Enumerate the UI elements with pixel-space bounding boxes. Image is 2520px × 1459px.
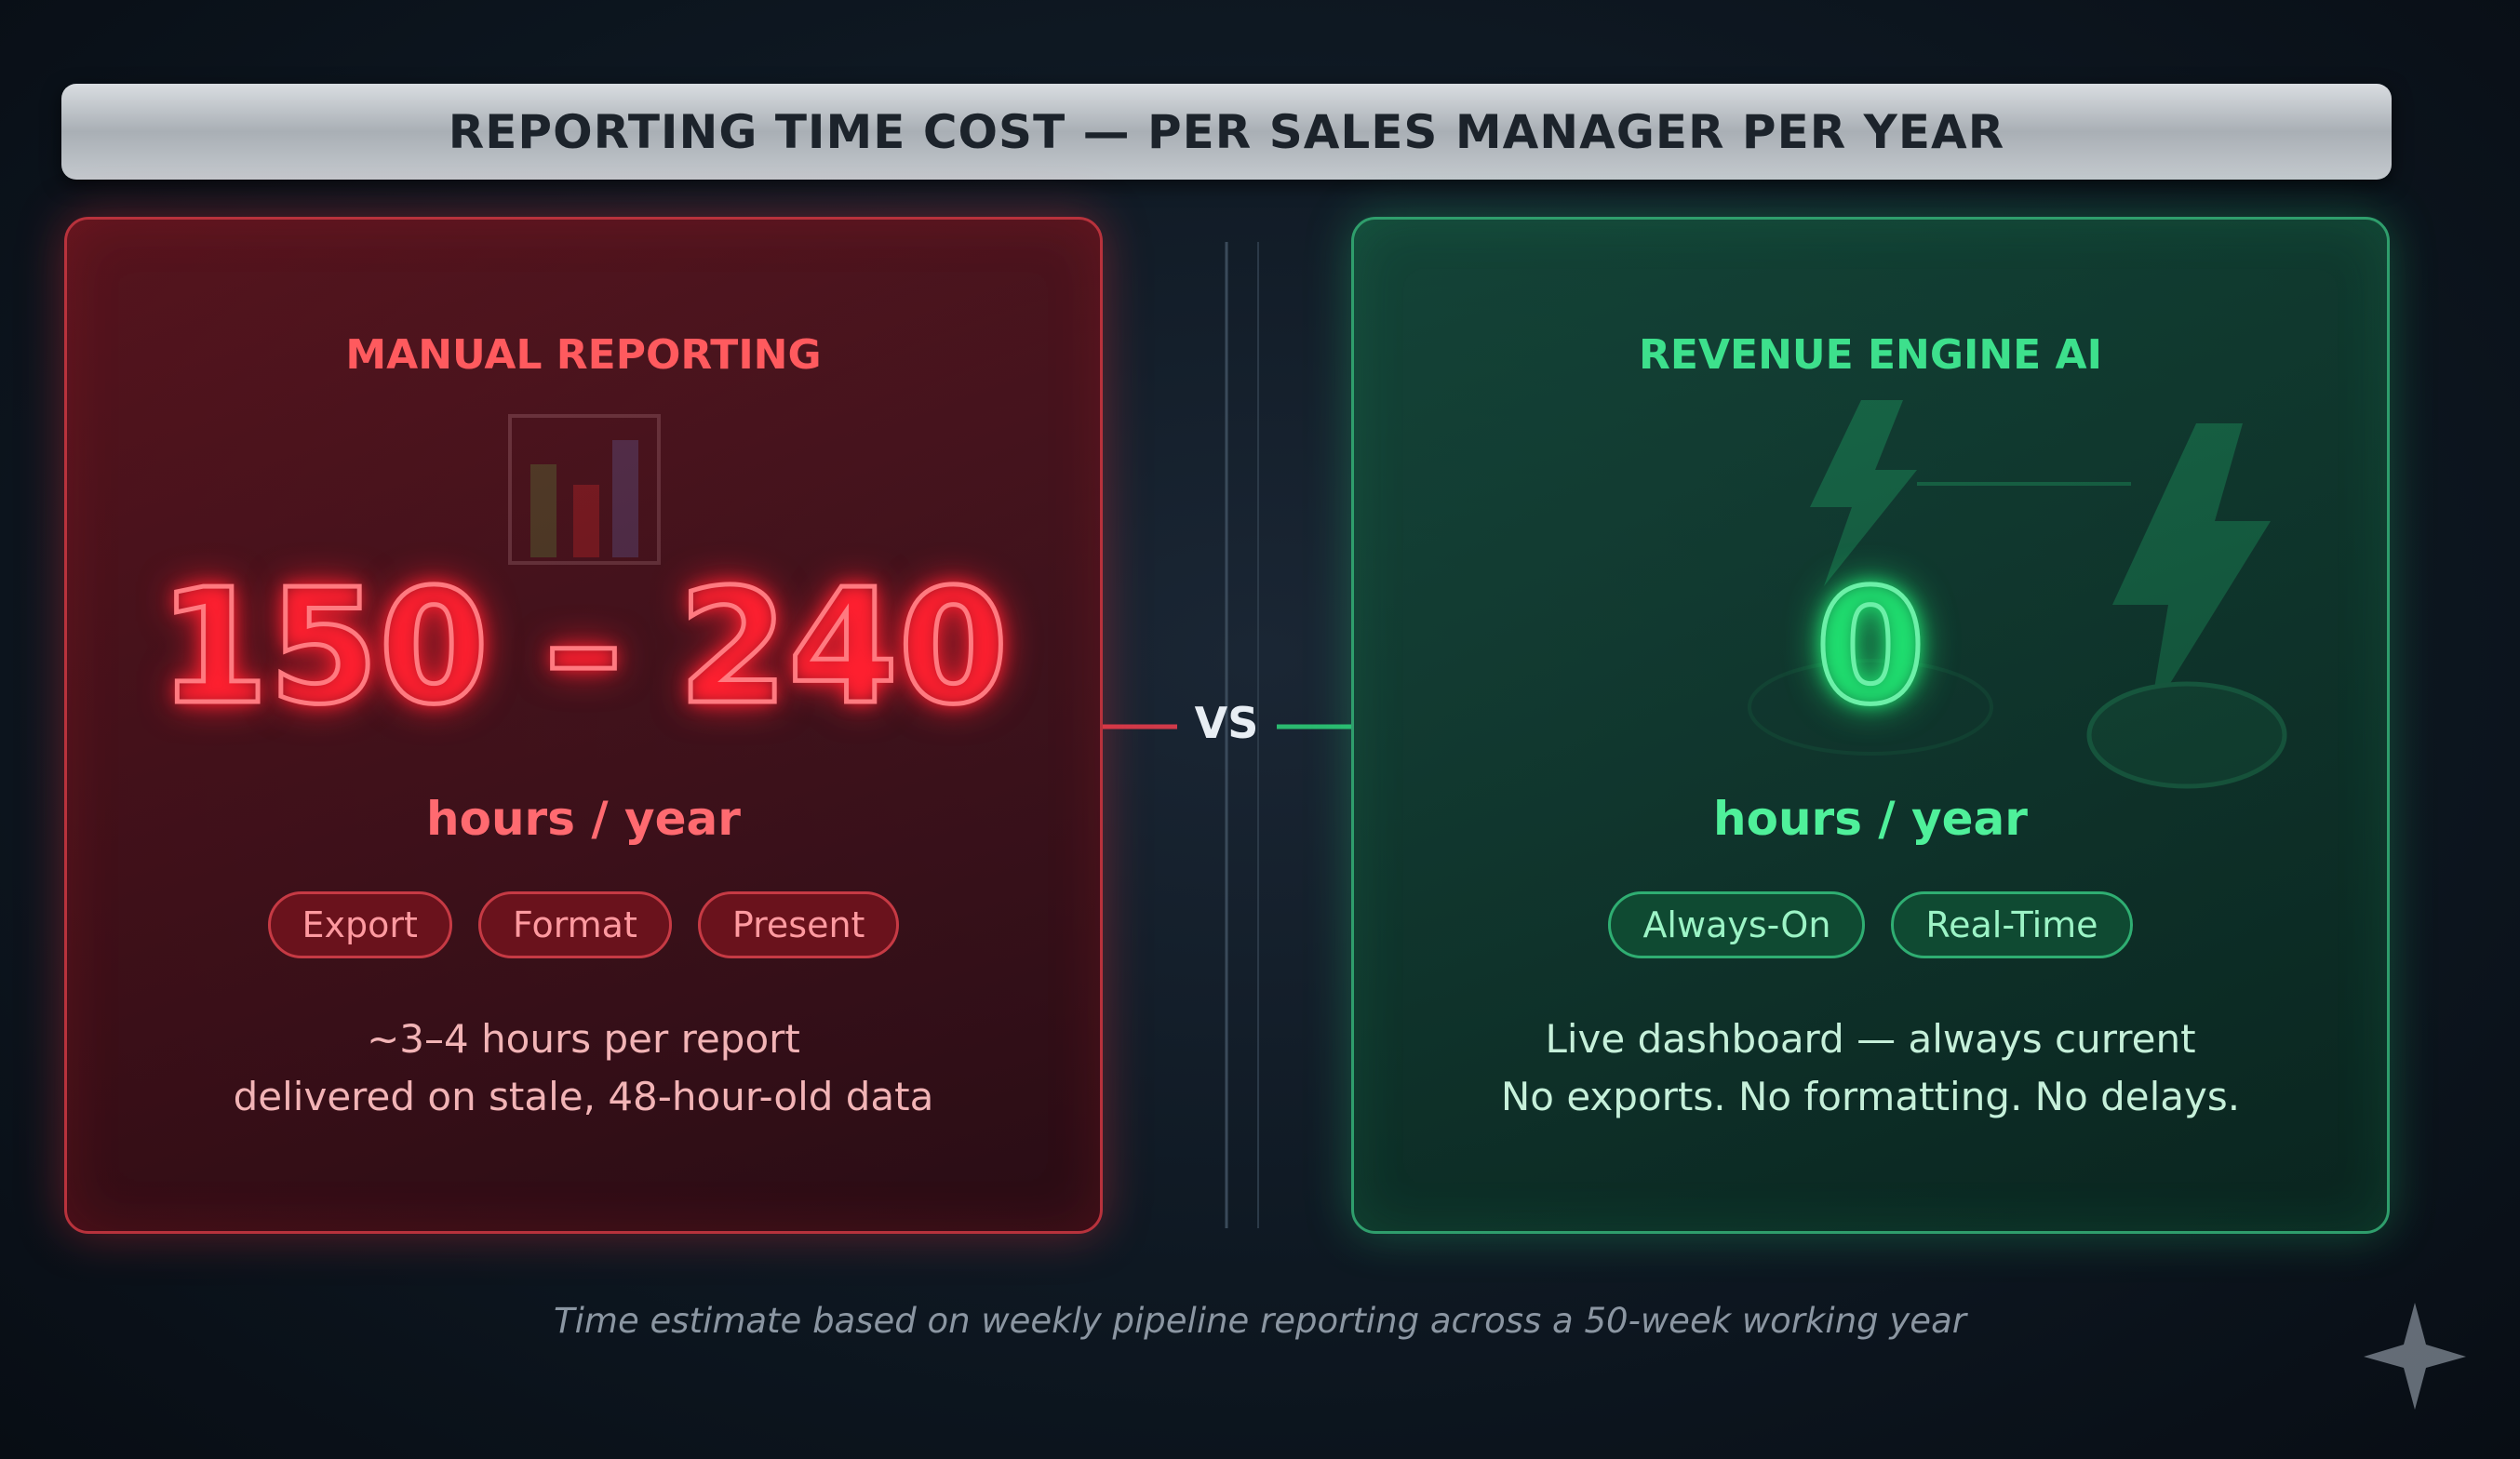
description-line: Live dashboard — always current xyxy=(1545,1016,2196,1062)
tag-pill: Always-On xyxy=(1608,891,1866,958)
tag-pill: Export xyxy=(267,891,452,958)
header-bar: REPORTING TIME COST — PER SALES MANAGER … xyxy=(61,84,2392,180)
hours-unit: hours / year xyxy=(426,792,741,846)
hours-value: 150 – 240 xyxy=(156,555,1011,740)
tag-pill: Real-Time xyxy=(1891,891,2133,958)
footnote: Time estimate based on weekly pipeline r… xyxy=(554,1301,1966,1341)
hours-value: 0 xyxy=(1813,555,1927,740)
tag-pill: Format xyxy=(477,891,672,958)
hours-unit: hours / year xyxy=(1713,792,2028,846)
panel: REVENUE ENGINE AI 0 hours / year Always-On R… xyxy=(1351,217,2390,1234)
tag-row: Export Format Present xyxy=(67,891,1100,958)
vs-label: VS xyxy=(1194,698,1259,748)
tag-row: Always-On Real-Time xyxy=(1354,891,2387,958)
description-line: delivered on stale, 48-hour-old data xyxy=(233,1074,934,1119)
panel: MANUAL REPORTING 150 – 240 hours / year Exp… xyxy=(64,217,1103,1234)
header-title: REPORTING TIME COST — PER SALES MANAGER … xyxy=(448,104,2005,159)
description: Live dashboard — always current No export… xyxy=(1354,1011,2387,1126)
panel-title: REVENUE ENGINE AI xyxy=(1639,331,2102,379)
description-line: ~3–4 hours per report xyxy=(367,1016,800,1062)
description: ~3–4 hours per report delivered on stale,… xyxy=(67,1011,1100,1126)
description-line: No exports. No formatting. No delays. xyxy=(1500,1074,2241,1119)
panel-title: MANUAL REPORTING xyxy=(345,331,822,379)
tag-pill: Present xyxy=(697,891,900,958)
